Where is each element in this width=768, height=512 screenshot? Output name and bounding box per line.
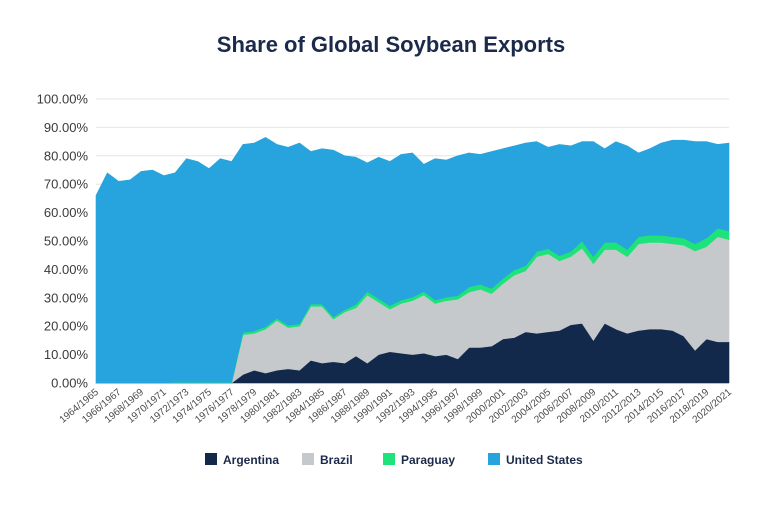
- y-tick-label: 10.00%: [44, 347, 89, 362]
- y-tick-label: 40.00%: [44, 262, 89, 277]
- legend-label: Argentina: [223, 453, 279, 467]
- legend-item-paraguay: Paraguay: [383, 453, 455, 467]
- legend-item-united-states: United States: [488, 453, 583, 467]
- legend-item-brazil: Brazil: [302, 453, 353, 467]
- area-series: [95, 137, 730, 384]
- y-axis-tick-labels: 0.00% 10.00% 20.00% 30.00% 40.00% 50.00% 60.00…: [37, 92, 89, 391]
- y-tick-label: 90.00%: [44, 120, 89, 135]
- legend-swatch: [488, 453, 500, 465]
- legend-swatch: [302, 453, 314, 465]
- x-axis-tick-labels: 1964/19651966/19671968/19691970/19711972…: [58, 387, 735, 426]
- legend-label: Paraguay: [401, 453, 455, 467]
- legend-swatch: [205, 453, 217, 465]
- legend-swatch: [383, 453, 395, 465]
- y-tick-label: 80.00%: [44, 148, 89, 163]
- y-tick-label: 0.00%: [51, 376, 88, 391]
- y-tick-label: 50.00%: [44, 234, 89, 249]
- y-tick-label: 30.00%: [44, 290, 89, 305]
- y-tick-label: 20.00%: [44, 319, 89, 334]
- legend: Argentina Brazil Paraguay United States: [205, 453, 583, 467]
- y-tick-label: 70.00%: [44, 177, 89, 192]
- chart-title: Share of Global Soybean Exports: [217, 32, 565, 57]
- y-tick-label: 60.00%: [44, 205, 89, 220]
- area-united-states: [95, 137, 730, 384]
- legend-item-argentina: Argentina: [205, 453, 279, 467]
- y-tick-label: 100.00%: [37, 92, 89, 107]
- legend-label: Brazil: [320, 453, 353, 467]
- legend-label: United States: [506, 453, 583, 467]
